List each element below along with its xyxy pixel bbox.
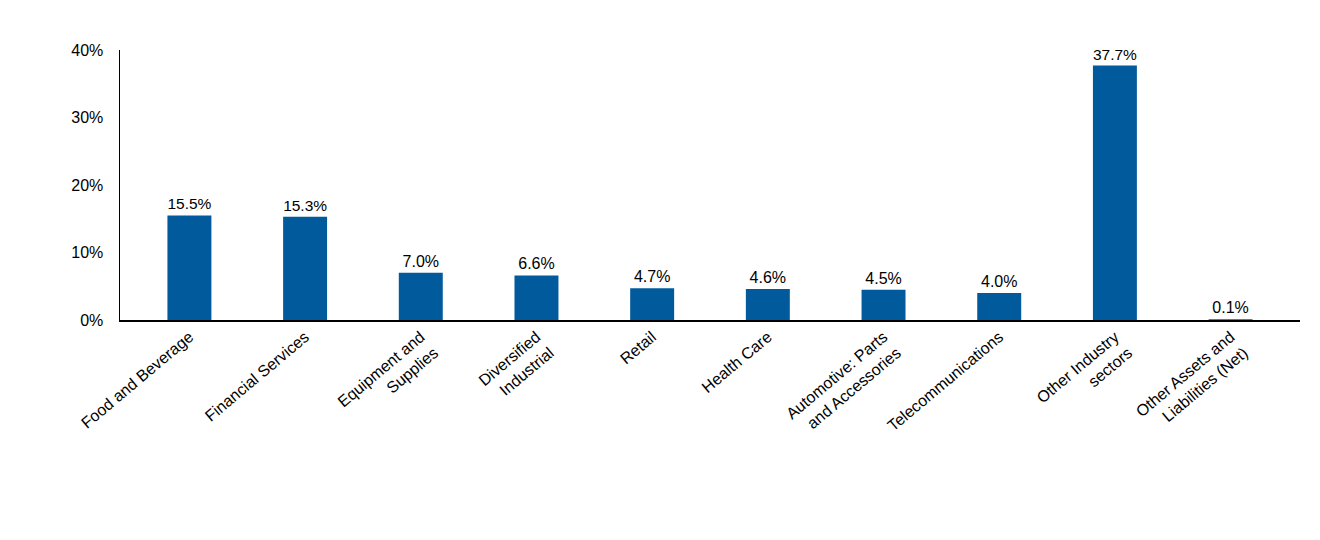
svg-text:0.1%: 0.1% <box>1212 299 1248 316</box>
svg-text:4.7%: 4.7% <box>634 268 670 285</box>
svg-text:40%: 40% <box>71 42 103 59</box>
svg-text:Equipment andSupplies: Equipment andSupplies <box>334 328 441 426</box>
svg-text:15.3%: 15.3% <box>283 197 327 214</box>
svg-text:Financial Services: Financial Services <box>202 328 312 424</box>
svg-text:Food and Beverage: Food and Beverage <box>78 328 197 431</box>
svg-text:0%: 0% <box>80 312 103 329</box>
svg-text:4.6%: 4.6% <box>750 269 786 286</box>
svg-text:30%: 30% <box>71 109 103 126</box>
svg-text:Telecommunications: Telecommunications <box>884 328 1006 434</box>
svg-text:Other Assets andLiabilities (N: Other Assets andLiabilities (Net) <box>1133 328 1251 436</box>
svg-text:Automotive: Partsand Accessori: Automotive: Partsand Accessories <box>783 328 904 438</box>
svg-text:7.0%: 7.0% <box>403 253 439 270</box>
svg-text:Other Industrysectors: Other Industrysectors <box>1033 328 1135 422</box>
svg-text:Health Care: Health Care <box>699 328 775 396</box>
svg-text:37.7%: 37.7% <box>1093 46 1137 63</box>
svg-text:10%: 10% <box>71 244 103 261</box>
svg-text:4.0%: 4.0% <box>981 273 1017 290</box>
svg-text:4.5%: 4.5% <box>865 270 901 287</box>
svg-text:Retail: Retail <box>617 328 659 367</box>
svg-text:15.5%: 15.5% <box>167 195 211 212</box>
svg-text:20%: 20% <box>71 177 103 194</box>
svg-text:DiversifiedIndustrial: DiversifiedIndustrial <box>475 328 557 405</box>
svg-text:6.6%: 6.6% <box>518 255 554 272</box>
